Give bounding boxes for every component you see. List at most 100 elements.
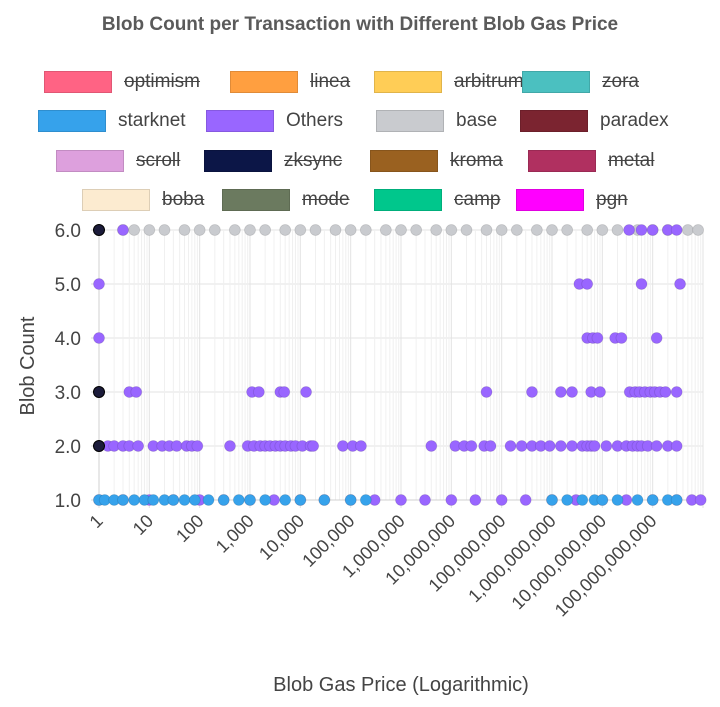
data-point-starknet[interactable] bbox=[546, 494, 558, 506]
data-point-paradex[interactable] bbox=[93, 224, 105, 236]
data-point-starknet[interactable] bbox=[259, 494, 272, 506]
data-point-base[interactable] bbox=[228, 224, 241, 236]
data-point-others[interactable] bbox=[566, 440, 578, 452]
data-point-starknet[interactable] bbox=[294, 494, 307, 506]
legend-item-others[interactable]: Others bbox=[206, 107, 343, 135]
data-point-others[interactable] bbox=[674, 278, 686, 290]
data-point-others[interactable] bbox=[93, 332, 105, 344]
data-point-starknet[interactable] bbox=[359, 494, 372, 506]
legend-item-pgn[interactable]: pgn bbox=[516, 186, 628, 214]
data-point-others[interactable] bbox=[515, 440, 528, 452]
data-point-others[interactable] bbox=[566, 386, 578, 398]
data-point-base[interactable] bbox=[208, 224, 221, 236]
legend-item-optimism[interactable]: optimism bbox=[44, 68, 200, 96]
legend-item-zora[interactable]: zora bbox=[522, 68, 639, 96]
data-point-others[interactable] bbox=[425, 440, 438, 452]
data-point-starknet[interactable] bbox=[167, 494, 180, 506]
data-point-base[interactable] bbox=[158, 224, 171, 236]
data-point-starknet[interactable] bbox=[279, 494, 292, 506]
data-point-others[interactable] bbox=[594, 386, 606, 398]
data-point-base[interactable] bbox=[143, 224, 156, 236]
data-point-others[interactable] bbox=[395, 494, 407, 506]
legend-item-scroll[interactable]: scroll bbox=[56, 147, 180, 175]
legend-item-kroma[interactable]: kroma bbox=[370, 147, 503, 175]
data-point-starknet[interactable] bbox=[178, 494, 191, 506]
data-point-starknet[interactable] bbox=[576, 494, 589, 506]
legend-item-metal[interactable]: metal bbox=[528, 147, 654, 175]
data-point-others[interactable] bbox=[419, 494, 431, 506]
data-point-starknet[interactable] bbox=[188, 494, 201, 506]
data-point-base[interactable] bbox=[309, 224, 322, 236]
data-point-others[interactable] bbox=[615, 332, 628, 344]
data-point-others[interactable] bbox=[93, 278, 105, 290]
data-point-others[interactable] bbox=[650, 440, 663, 452]
data-point-others[interactable] bbox=[554, 386, 567, 398]
data-point-others[interactable] bbox=[623, 224, 635, 236]
data-point-others[interactable] bbox=[191, 440, 204, 452]
data-point-others[interactable] bbox=[495, 494, 508, 506]
data-point-others[interactable] bbox=[336, 440, 349, 452]
data-point-others[interactable] bbox=[519, 494, 532, 506]
data-point-starknet[interactable] bbox=[147, 494, 160, 506]
data-point-starknet[interactable] bbox=[596, 494, 609, 506]
data-point-base[interactable] bbox=[692, 224, 705, 236]
data-point-base[interactable] bbox=[546, 224, 558, 236]
data-point-others[interactable] bbox=[465, 440, 478, 452]
data-point-base[interactable] bbox=[259, 224, 272, 236]
data-point-others[interactable] bbox=[484, 440, 497, 452]
data-point-base[interactable] bbox=[460, 224, 473, 236]
legend-item-arbitrum[interactable]: arbitrum bbox=[374, 68, 524, 96]
legend-item-zksync[interactable]: zksync bbox=[204, 147, 342, 175]
data-point-others[interactable] bbox=[554, 440, 567, 452]
data-point-base[interactable] bbox=[329, 224, 342, 236]
data-point-base[interactable] bbox=[359, 224, 372, 236]
data-point-starknet[interactable] bbox=[646, 494, 659, 506]
data-point-others[interactable] bbox=[635, 224, 648, 236]
data-point-others[interactable] bbox=[117, 224, 129, 236]
data-point-base[interactable] bbox=[395, 224, 407, 236]
data-point-others[interactable] bbox=[300, 386, 312, 398]
data-point-base[interactable] bbox=[561, 224, 574, 236]
data-point-others[interactable] bbox=[670, 440, 683, 452]
data-point-starknet[interactable] bbox=[232, 494, 245, 506]
data-point-paradex[interactable] bbox=[93, 440, 105, 452]
data-point-starknet[interactable] bbox=[318, 494, 331, 506]
data-point-others[interactable] bbox=[600, 440, 613, 452]
data-point-others[interactable] bbox=[650, 332, 663, 344]
data-point-others[interactable] bbox=[355, 440, 367, 452]
data-point-others[interactable] bbox=[670, 386, 683, 398]
data-point-base[interactable] bbox=[379, 224, 392, 236]
data-point-base[interactable] bbox=[193, 224, 206, 236]
data-point-starknet[interactable] bbox=[117, 494, 129, 506]
legend-item-camp[interactable]: camp bbox=[374, 186, 500, 214]
data-point-others[interactable] bbox=[469, 494, 482, 506]
data-point-starknet[interactable] bbox=[217, 494, 230, 506]
data-point-others[interactable] bbox=[504, 440, 517, 452]
data-point-base[interactable] bbox=[128, 224, 141, 236]
data-point-others[interactable] bbox=[130, 386, 143, 398]
data-point-base[interactable] bbox=[430, 224, 443, 236]
legend-item-mode[interactable]: mode bbox=[222, 186, 350, 214]
data-point-others[interactable] bbox=[588, 440, 601, 452]
data-point-others[interactable] bbox=[659, 386, 672, 398]
data-point-others[interactable] bbox=[543, 440, 556, 452]
data-point-base[interactable] bbox=[294, 224, 307, 236]
data-point-base[interactable] bbox=[495, 224, 508, 236]
data-point-base[interactable] bbox=[445, 224, 458, 236]
legend-item-starknet[interactable]: starknet bbox=[38, 107, 186, 135]
data-point-others[interactable] bbox=[445, 494, 458, 506]
data-point-base[interactable] bbox=[480, 224, 493, 236]
data-point-others[interactable] bbox=[307, 440, 320, 452]
data-point-starknet[interactable] bbox=[561, 494, 574, 506]
legend-item-base[interactable]: base bbox=[376, 107, 497, 135]
data-point-base[interactable] bbox=[244, 224, 256, 236]
data-point-base[interactable] bbox=[410, 224, 423, 236]
data-point-others[interactable] bbox=[170, 440, 183, 452]
data-point-others[interactable] bbox=[694, 494, 707, 506]
data-point-base[interactable] bbox=[681, 224, 694, 236]
data-point-others[interactable] bbox=[252, 386, 265, 398]
data-point-starknet[interactable] bbox=[611, 494, 624, 506]
data-point-base[interactable] bbox=[510, 224, 523, 236]
data-point-starknet[interactable] bbox=[128, 494, 141, 506]
legend-item-linea[interactable]: linea bbox=[230, 68, 350, 96]
